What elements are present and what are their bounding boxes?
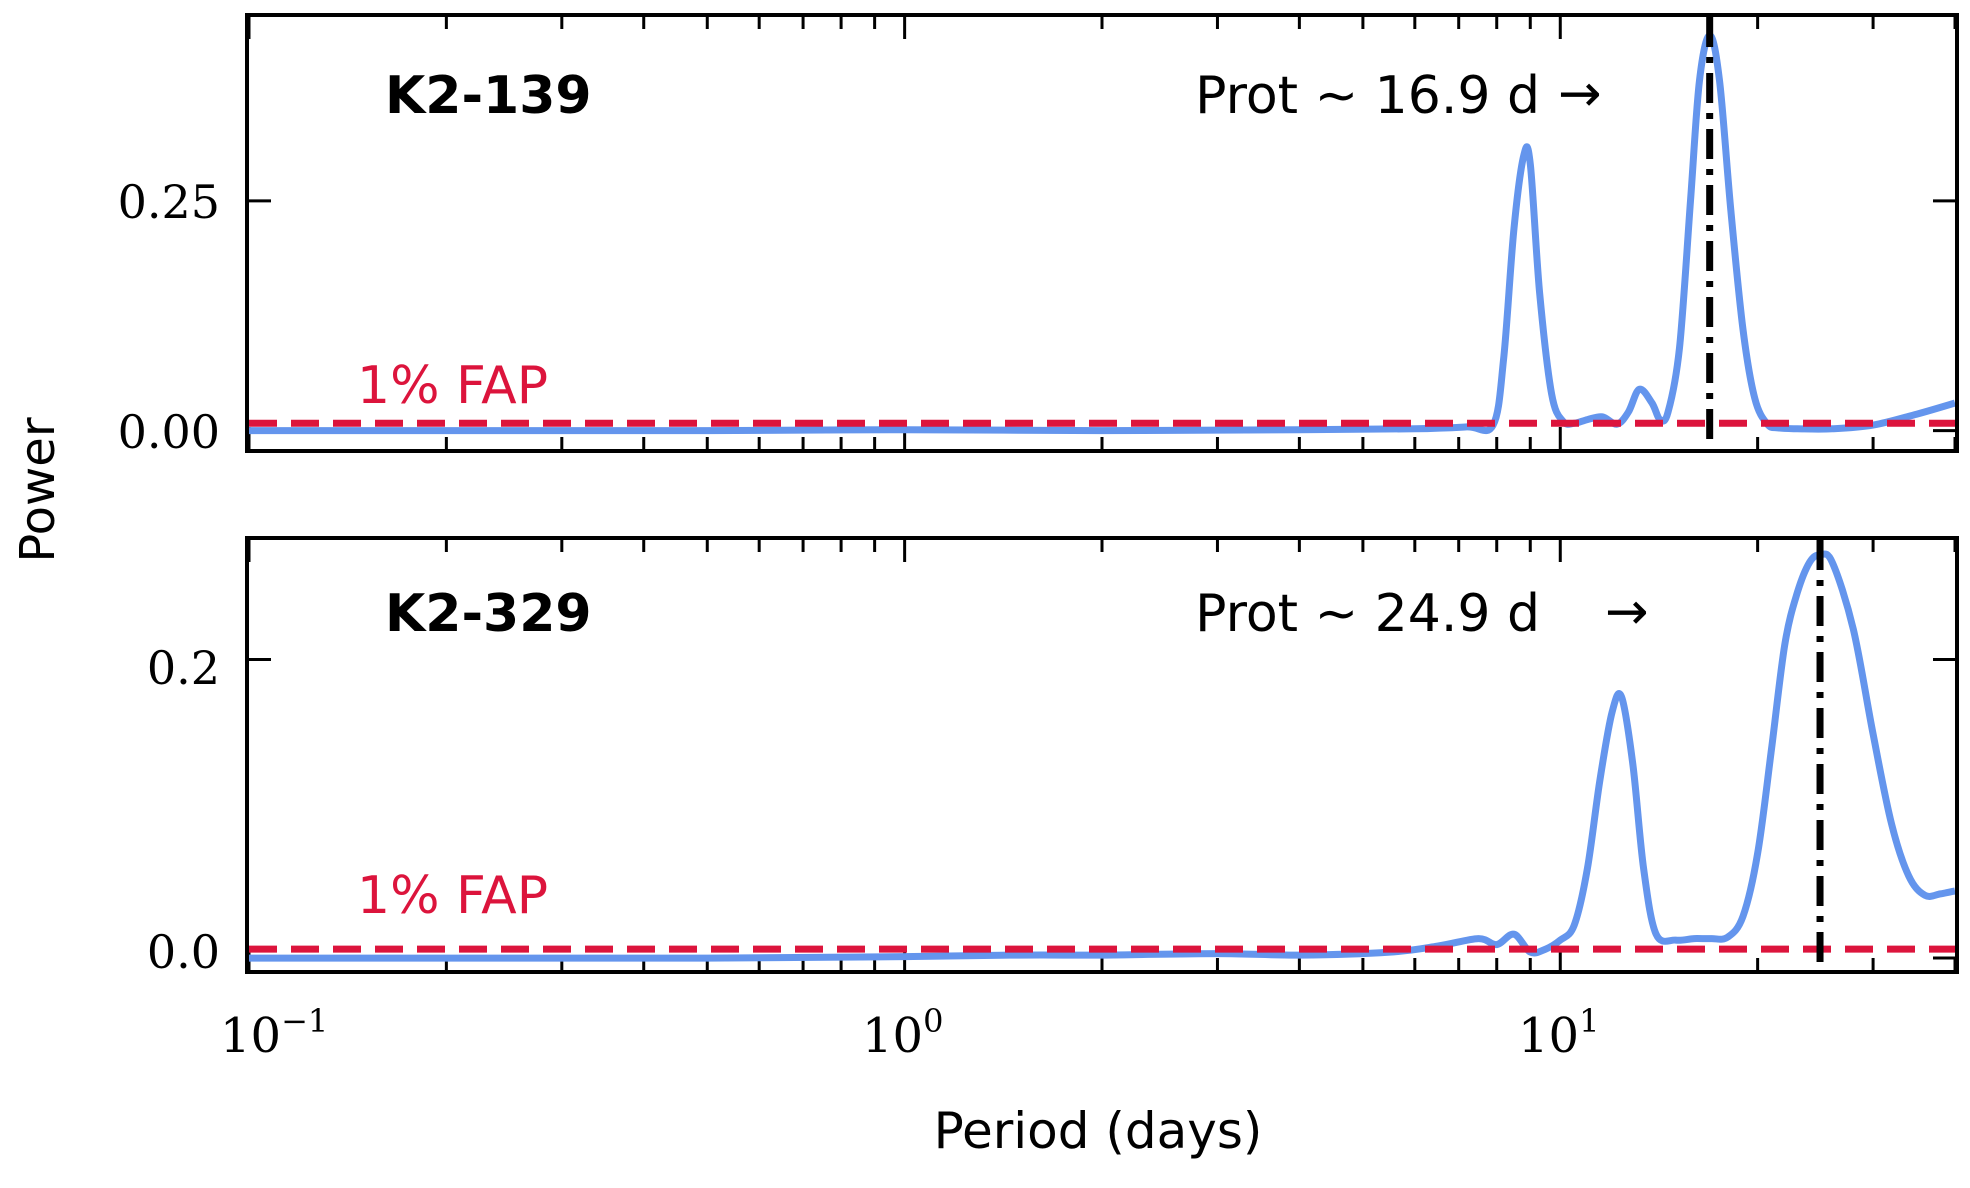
periodogram-line [248,550,1956,962]
prot-annotation: Prot ∼ 16.9 d [1195,66,1540,126]
y-tick-label: 0.00 [118,405,220,459]
panel-top-k2-139: K2-139 Prot ∼ 16.9 d → 1% FAP 0.25 0.00 [118,13,1959,459]
y-axis-label: Power [10,417,66,562]
plot-frame [245,536,1959,974]
fap-label: 1% FAP [357,356,548,416]
panel-bottom-k2-329: K2-329 Prot ∼ 24.9 d → 1% FAP 0.2 0.0 10… [147,536,1959,1064]
prot-arrow: → [1558,64,1602,124]
panel-label: K2-329 [385,584,592,644]
prot-annotation: Prot ∼ 24.9 d [1195,584,1540,644]
periodogram-line [248,31,1957,435]
x-axis-label: Period (days) [934,1102,1263,1160]
plot-frame [245,13,1959,453]
x-tick-label: 100 [862,1002,943,1064]
x-tick-label: 10−1 [220,1002,328,1064]
fap-label: 1% FAP [357,866,548,926]
y-tick-label: 0.2 [147,641,220,695]
panel-label: K2-139 [385,66,592,126]
prot-arrow: → [1605,582,1649,642]
x-tick-label: 101 [1518,1002,1599,1064]
y-tick-label: 0.0 [147,925,220,979]
y-tick-label: 0.25 [118,175,220,229]
